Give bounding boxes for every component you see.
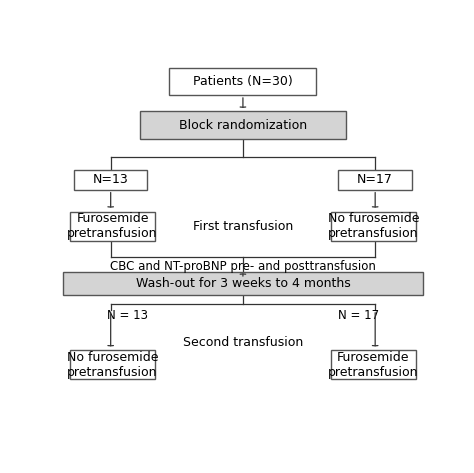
Text: N = 17: N = 17 <box>338 309 379 322</box>
Text: Second transfusion: Second transfusion <box>183 336 303 349</box>
Text: First transfusion: First transfusion <box>193 219 293 233</box>
Text: No furosemide
pretransfusion: No furosemide pretransfusion <box>67 350 158 378</box>
FancyBboxPatch shape <box>70 211 155 241</box>
Text: Block randomization: Block randomization <box>179 119 307 131</box>
Text: N=13: N=13 <box>93 173 128 186</box>
Text: No furosemide
pretransfusion: No furosemide pretransfusion <box>328 212 419 240</box>
Text: Wash-out for 3 weeks to 4 months: Wash-out for 3 weeks to 4 months <box>136 277 350 290</box>
Text: N=17: N=17 <box>357 173 393 186</box>
Text: Furosemide
pretransfusion: Furosemide pretransfusion <box>328 350 419 378</box>
FancyBboxPatch shape <box>140 112 346 139</box>
Text: CBC and NT-proBNP pre- and posttransfusion: CBC and NT-proBNP pre- and posttransfusi… <box>110 260 376 272</box>
FancyBboxPatch shape <box>63 272 423 295</box>
Text: N = 13: N = 13 <box>107 309 148 322</box>
FancyBboxPatch shape <box>70 350 155 379</box>
Text: Patients (N=30): Patients (N=30) <box>193 75 293 88</box>
FancyBboxPatch shape <box>331 211 416 241</box>
FancyBboxPatch shape <box>338 170 412 190</box>
Text: Furosemide
pretransfusion: Furosemide pretransfusion <box>67 212 158 240</box>
FancyBboxPatch shape <box>74 170 147 190</box>
FancyBboxPatch shape <box>169 68 316 95</box>
FancyBboxPatch shape <box>331 350 416 379</box>
